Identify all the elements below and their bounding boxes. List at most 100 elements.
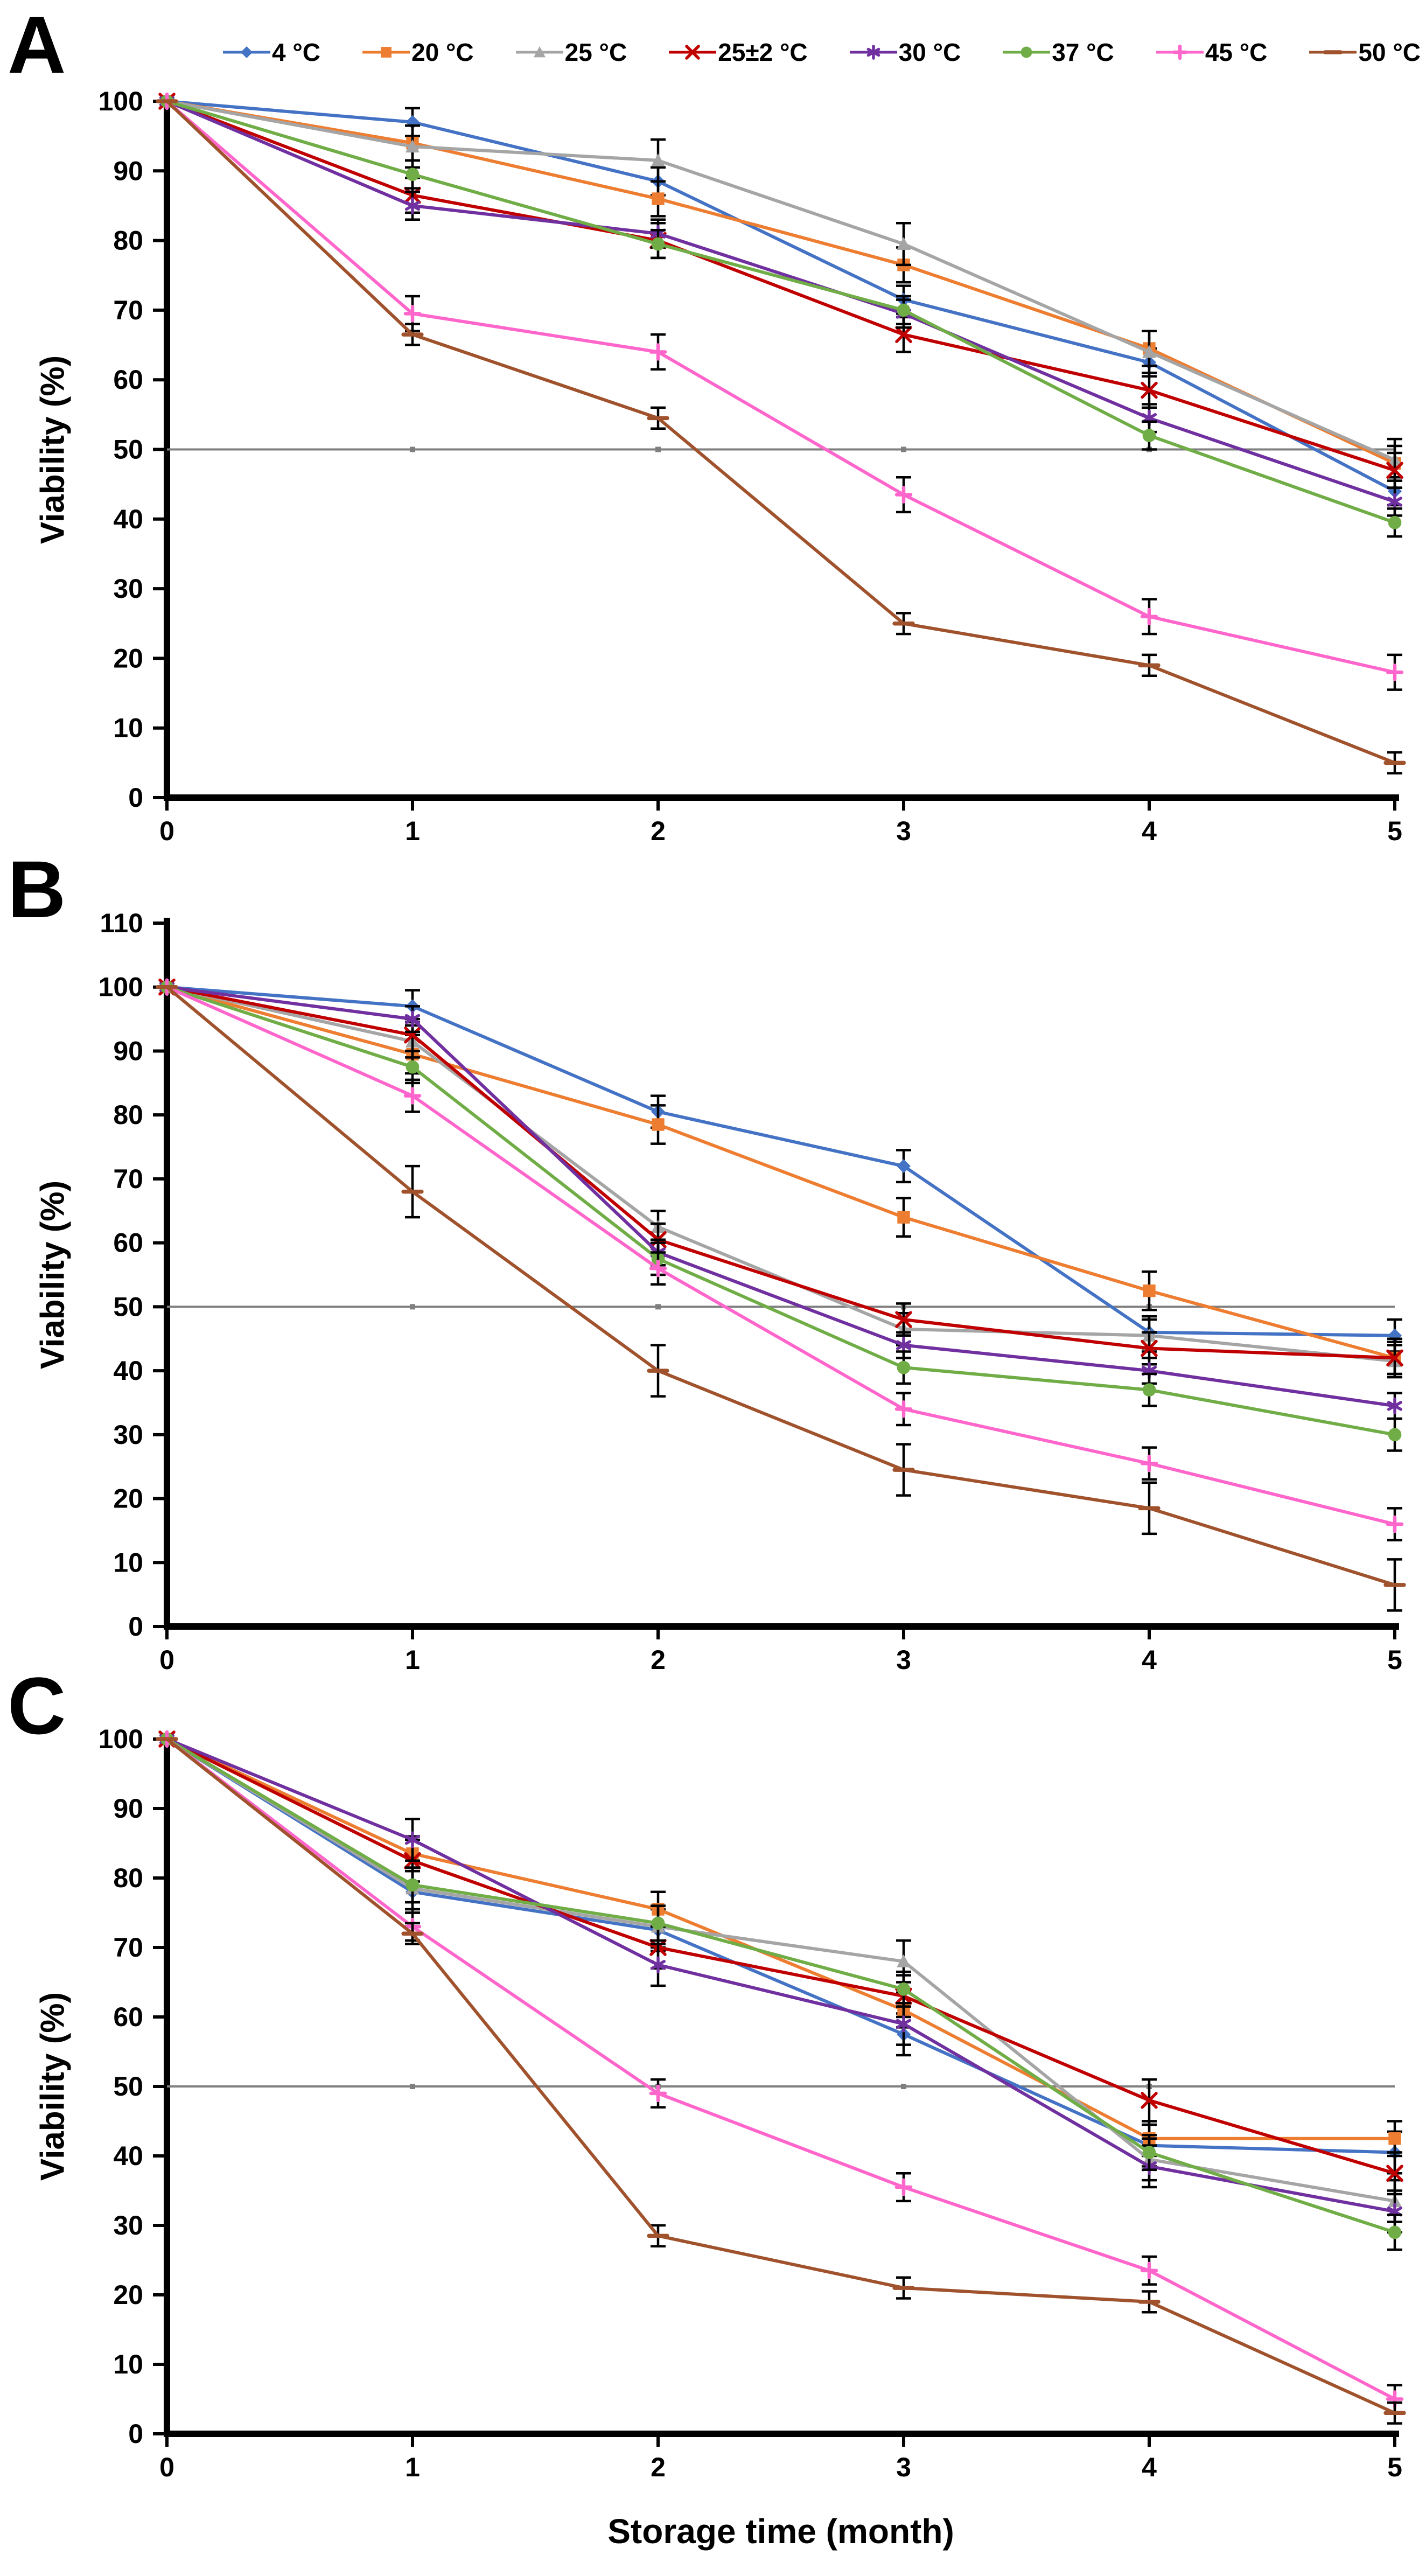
- legend-marker-diamond-icon: [223, 46, 270, 58]
- series-50-c: [156, 985, 1406, 1612]
- series-37-c: [160, 1732, 1402, 2251]
- legend-item-25-2-c: 25±2 °C: [668, 38, 808, 67]
- y-tick-label: 100: [99, 1724, 143, 1754]
- y-tick-label: 40: [113, 2141, 143, 2171]
- y-tick-label: 60: [113, 1228, 143, 1258]
- x-tick-label: 0: [159, 2452, 174, 2482]
- y-axis-title-b: Viability (%): [34, 1180, 72, 1370]
- series-45-c: [158, 978, 1404, 1541]
- legend: 4 °C 20 °C 25 °C 25±2 °C 30 °C 37 °C 45 °C 50 °…: [222, 38, 1421, 67]
- y-tick-label: 0: [128, 783, 143, 813]
- y-axis-title-a: Viability (%): [34, 355, 72, 544]
- legend-item-4-c: 4 °C: [222, 38, 320, 67]
- x-tick-label: 4: [1142, 816, 1157, 846]
- x-tick-label: 3: [896, 1645, 911, 1675]
- legend-label: 20 °C: [411, 38, 474, 66]
- x-axis: 0 1 2 3 4 5: [159, 2434, 1402, 2482]
- legend-marker-square-icon: [362, 47, 410, 58]
- y-tick-label: 60: [113, 2002, 143, 2032]
- legend-item-50-c: 50 °C: [1308, 38, 1421, 67]
- y-tick-label: 10: [113, 1547, 143, 1577]
- x-tick-label: 2: [651, 2452, 666, 2482]
- legend-label: 45 °C: [1205, 38, 1268, 66]
- legend-item-45-c: 45 °C: [1155, 38, 1268, 67]
- x-axis: 0 1 2 3 4 5: [159, 798, 1402, 846]
- y-tick-label: 90: [113, 1793, 143, 1824]
- x-tick-label: 3: [896, 2452, 911, 2482]
- panel-label-a: A: [8, 0, 66, 90]
- y-tick-label: 70: [113, 1164, 143, 1194]
- series-25-c: [160, 980, 1402, 1379]
- reference-line-50pct: [167, 2084, 1395, 2089]
- x-tick-label: 0: [159, 1645, 174, 1675]
- series-45-c: [158, 1730, 1404, 2414]
- x-tick-label: 0: [159, 816, 174, 846]
- y-tick-label: 20: [113, 1484, 143, 1514]
- panel-label-c: C: [8, 1660, 66, 1751]
- legend-label: 25±2 °C: [718, 38, 808, 66]
- y-tick-label: 10: [113, 2349, 143, 2379]
- x-tick-label: 1: [405, 1645, 420, 1675]
- y-tick-label: 100: [99, 86, 143, 116]
- x-tick-label: 1: [405, 2452, 420, 2482]
- y-tick-label: 50: [113, 1292, 143, 1322]
- x-axis-title: Storage time (month): [607, 2512, 954, 2551]
- panel-label-b: B: [8, 844, 66, 934]
- legend-marker-dash-icon: [1309, 50, 1357, 54]
- y-tick-label: 80: [113, 1100, 143, 1130]
- x-tick-label: 2: [651, 1645, 666, 1675]
- y-tick-label: 0: [128, 1611, 143, 1642]
- series-4-c: [160, 1732, 1402, 2175]
- x-tick-label: 5: [1387, 2452, 1402, 2482]
- legend-label: 30 °C: [898, 38, 961, 66]
- y-tick-label: 40: [113, 1356, 143, 1386]
- series-45-c: [158, 92, 1404, 691]
- y-tick-label: 60: [113, 365, 143, 395]
- legend-label: 25 °C: [564, 38, 627, 66]
- y-tick-label: 20: [113, 643, 143, 673]
- legend-marker-plus-icon: [1156, 44, 1204, 60]
- y-tick-label: 110: [100, 908, 143, 938]
- legend-marker-star-icon: [849, 45, 897, 60]
- y-tick-label: 0: [128, 2419, 143, 2449]
- y-tick-label: 10: [113, 713, 143, 743]
- legend-label: 4 °C: [272, 38, 320, 66]
- y-tick-label: 50: [113, 435, 143, 465]
- series-37-c: [160, 980, 1402, 1452]
- series-25-2-c: [158, 1730, 1403, 2196]
- legend-label: 50 °C: [1358, 38, 1421, 66]
- x-tick-label: 2: [651, 816, 666, 846]
- x-tick-label: 3: [896, 816, 911, 846]
- legend-item-37-c: 37 °C: [1002, 38, 1114, 67]
- y-tick-label: 80: [113, 1863, 143, 1893]
- legend-item-20-c: 20 °C: [361, 38, 474, 67]
- legend-label: 37 °C: [1052, 38, 1114, 66]
- legend-item-25-c: 25 °C: [515, 38, 627, 67]
- x-tick-label: 5: [1387, 1645, 1402, 1675]
- series-20-c: [160, 981, 1402, 1379]
- legend-marker-x-icon: [669, 45, 717, 60]
- y-tick-label: 30: [113, 574, 143, 604]
- x-tick-label: 5: [1387, 816, 1402, 846]
- y-tick-label: 50: [113, 2071, 143, 2102]
- series-30-c: [159, 93, 1403, 517]
- x-tick-label: 4: [1142, 2452, 1157, 2482]
- series-50-c: [156, 1737, 1406, 2425]
- legend-item-30-c: 30 °C: [849, 38, 961, 67]
- y-tick-label: 30: [113, 2210, 143, 2240]
- y-axis-title-c: Viability (%): [34, 1992, 72, 2181]
- y-tick-label: 40: [113, 504, 143, 534]
- y-tick-label: 80: [113, 226, 143, 256]
- legend-marker-circle-icon: [1003, 46, 1051, 58]
- y-tick-label: 70: [113, 1932, 143, 1963]
- series-50-c: [156, 99, 1406, 774]
- series-37-c: [160, 94, 1402, 538]
- x-tick-label: 1: [405, 816, 420, 846]
- y-tick-label: 90: [113, 1036, 143, 1066]
